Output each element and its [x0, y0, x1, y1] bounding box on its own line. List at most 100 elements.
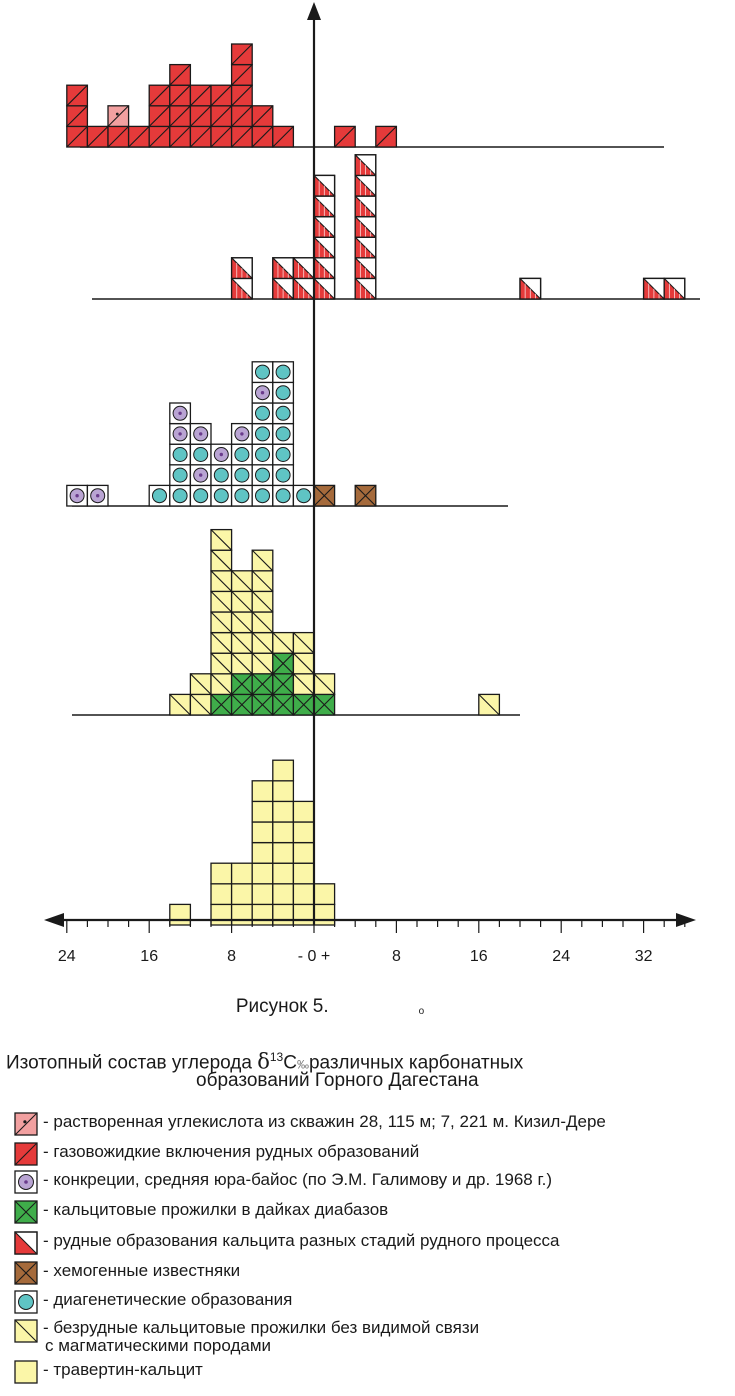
data-cell-ore: [313, 195, 336, 218]
data-cell-diagenetic: [210, 484, 233, 507]
row-2-ore-calcite: [230, 154, 686, 300]
x-tick-label: 8: [227, 948, 236, 965]
data-cell-ore: [354, 195, 377, 218]
legend-swatch-dissolved: [14, 1112, 38, 1136]
figure-title-line2: образований Горного Дагестана: [196, 1070, 479, 1091]
data-cell-gas: [169, 63, 192, 86]
legend-swatch-travertine: [14, 1360, 38, 1384]
data-cell-gas: [189, 125, 212, 148]
data-cell-diagenetic: [210, 464, 233, 487]
data-cell-chemogenic: [313, 484, 336, 507]
data-cell-travertine: [230, 903, 253, 926]
data-cell-travertine: [313, 883, 336, 906]
data-cell-diagenetic: [189, 443, 212, 466]
isotope-mass: 13: [269, 1050, 284, 1064]
data-cell-travertine: [272, 821, 295, 844]
data-cell-gas: [66, 84, 89, 107]
data-cell-diabase: [292, 693, 315, 716]
data-cell-travertine: [251, 780, 274, 803]
legend-label: - диагенетические образования: [43, 1290, 293, 1309]
data-cell-diagenetic: [272, 381, 295, 404]
data-cell-concretion: [189, 422, 212, 445]
legend-item-concretion: - конкреции, средняя юра-байос (по Э.М. …: [14, 1170, 734, 1198]
data-cell-travertine: [230, 883, 253, 906]
data-cell-diagenetic: [251, 464, 274, 487]
data-cell-gas: [148, 84, 171, 107]
data-cell-barren: [210, 570, 233, 593]
x-tick-label: 8: [392, 948, 401, 965]
data-cell-travertine: [292, 841, 315, 864]
data-cell-barren: [230, 590, 253, 613]
data-cell-concretion: [230, 422, 253, 445]
x-tick-label: 24: [58, 948, 76, 965]
data-cell-diabase: [230, 693, 253, 716]
legend-label: - конкреции, средняя юра-байос (по Э.М. …: [43, 1170, 552, 1189]
data-cell-diabase: [210, 693, 233, 716]
data-cell-diabase: [230, 673, 253, 696]
data-cell-travertine: [210, 903, 233, 926]
data-cell-concretion: [86, 484, 109, 507]
legend-label-line2: с магматическими породами: [45, 1336, 272, 1355]
data-cell-ore: [272, 257, 295, 280]
data-cell-diagenetic: [272, 422, 295, 445]
data-cell-ore: [663, 277, 686, 300]
data-cell-chemogenic: [354, 484, 377, 507]
data-cell-concretion: [210, 443, 233, 466]
data-cell-gas: [230, 125, 253, 148]
row-3-concretions-diagenetic-chemogenic: [66, 361, 377, 507]
data-cell-gas: [230, 84, 253, 107]
data-cell-barren: [251, 549, 274, 572]
zero-axis-arrow: [307, 2, 321, 20]
data-cell-diabase: [313, 693, 336, 716]
data-cell-diagenetic: [251, 402, 274, 425]
legend-item-travertine: - травертин-кальцит: [14, 1360, 734, 1388]
data-cell-barren: [210, 631, 233, 654]
data-cell-travertine: [251, 800, 274, 823]
data-cell-gas: [66, 125, 89, 148]
data-cell-concretion: [66, 484, 89, 507]
data-cell-diagenetic: [148, 484, 171, 507]
legend-label: - безрудные кальцитовые прожилки без вид…: [43, 1318, 480, 1355]
data-cell-travertine: [272, 903, 295, 926]
data-cell-diagenetic: [230, 443, 253, 466]
data-cell-diagenetic: [230, 464, 253, 487]
data-cell-ore: [354, 236, 377, 259]
legend-item-dissolved: - растворенная углекислота из скважин 28…: [14, 1112, 734, 1140]
data-cell-travertine: [272, 883, 295, 906]
data-cell-ore: [272, 277, 295, 300]
data-cell-gas: [210, 105, 233, 128]
data-cell-travertine: [272, 759, 295, 782]
data-cell-ore: [642, 277, 665, 300]
data-cell-barren: [478, 693, 501, 716]
data-cell-gas: [189, 84, 212, 107]
data-cell-ore: [313, 236, 336, 259]
legend-swatch-chemogenic: [14, 1261, 38, 1285]
data-cell-diagenetic: [251, 422, 274, 445]
data-cell-travertine: [251, 862, 274, 885]
legend-swatch-diabase: [14, 1200, 38, 1224]
data-cell-gas: [251, 125, 274, 148]
data-cell-gas: [189, 105, 212, 128]
row-5-travertine: [169, 759, 336, 926]
caption-mark: о: [418, 1006, 425, 1017]
data-cell-diagenetic: [292, 484, 315, 507]
data-cell-gas: [107, 125, 130, 148]
data-cell-concretion: [251, 381, 274, 404]
data-cell-diagenetic: [189, 484, 212, 507]
data-cell-barren: [251, 570, 274, 593]
data-cell-barren: [210, 673, 233, 696]
data-cell-ore: [313, 174, 336, 197]
data-cell-ore: [354, 174, 377, 197]
data-cell-diabase: [251, 673, 274, 696]
legend-swatch-diagenetic: [14, 1290, 38, 1314]
data-cell-travertine: [292, 903, 315, 926]
data-cell-gas: [375, 125, 398, 148]
data-cell-diabase: [272, 673, 295, 696]
legend-label: - растворенная углекислота из скважин 28…: [43, 1112, 606, 1131]
data-cell-diagenetic: [230, 484, 253, 507]
data-cell-travertine: [292, 821, 315, 844]
data-cell-travertine: [313, 903, 336, 926]
x-tick-label: 16: [140, 948, 158, 965]
data-cell-gas: [230, 43, 253, 66]
data-cell-concretion: [189, 464, 212, 487]
